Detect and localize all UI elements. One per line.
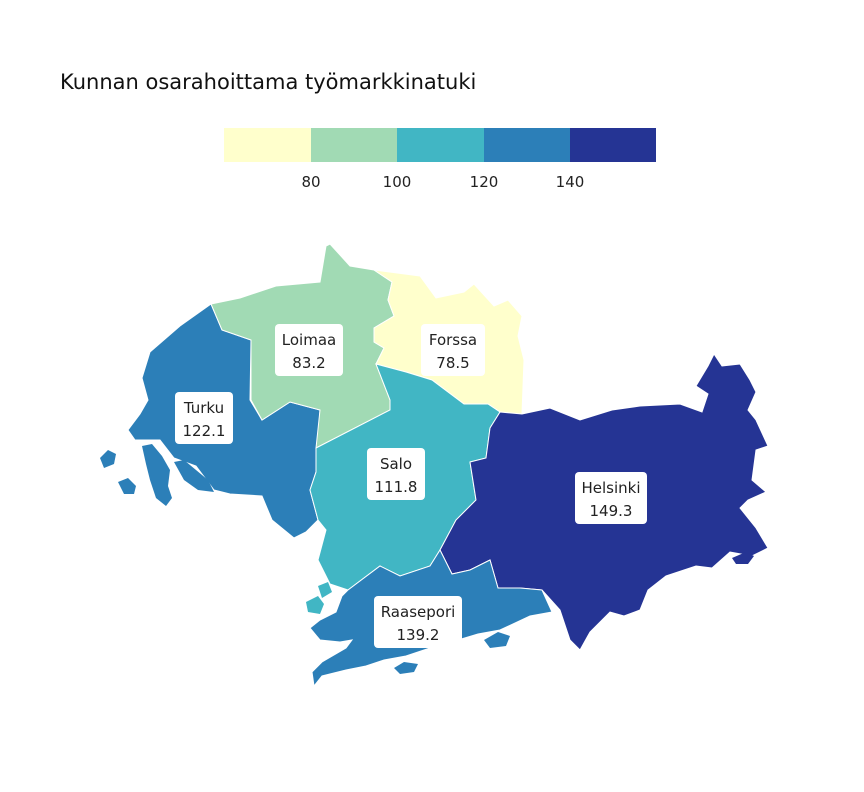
legend-swatch-5 (570, 128, 656, 162)
label-helsinki: Helsinki 149.3 (575, 472, 647, 524)
label-raasepori-box (374, 596, 462, 648)
label-salo-name: Salo (380, 455, 412, 473)
label-raasepori-value: 139.2 (397, 626, 440, 644)
label-turku-value: 122.1 (183, 422, 226, 440)
legend-swatch-2 (311, 128, 397, 162)
island-salo-2 (306, 596, 324, 614)
legend-tick-120: 120 (470, 173, 499, 191)
label-raasepori: Raasepori 139.2 (374, 596, 462, 648)
label-loimaa-box (275, 324, 343, 376)
label-forssa-box (421, 324, 485, 376)
label-turku: Turku 122.1 (175, 392, 233, 444)
label-helsinki-name: Helsinki (581, 479, 640, 497)
legend-tick-100: 100 (383, 173, 412, 191)
island-raasepori-1 (484, 632, 510, 648)
islands (100, 444, 754, 674)
color-legend: 80 100 120 140 (224, 128, 656, 191)
label-salo-value: 111.8 (375, 478, 418, 496)
label-forssa-value: 78.5 (436, 354, 469, 372)
legend-swatch-3 (397, 128, 484, 162)
label-raasepori-name: Raasepori (381, 603, 456, 621)
legend-swatch-4 (484, 128, 570, 162)
label-loimaa-name: Loimaa (282, 331, 336, 349)
label-turku-name: Turku (183, 399, 224, 417)
legend-tick-140: 140 (556, 173, 585, 191)
legend-swatch-1 (224, 128, 311, 162)
island-raasepori-2 (394, 662, 418, 674)
island-turku-4 (174, 460, 214, 492)
island-salo-1 (318, 582, 332, 598)
label-forssa-name: Forssa (429, 331, 477, 349)
region-labels: Turku 122.1 Loimaa 83.2 Forssa 78.5 Salo… (175, 324, 647, 648)
legend-tick-80: 80 (301, 173, 320, 191)
island-helsinki-1 (732, 552, 754, 564)
map-title: Kunnan osarahoittama työmarkkinatuki (60, 70, 477, 94)
island-turku-3 (142, 444, 172, 506)
label-helsinki-value: 149.3 (590, 502, 633, 520)
label-loimaa-value: 83.2 (292, 354, 325, 372)
label-salo: Salo 111.8 (367, 448, 425, 500)
label-salo-box (367, 448, 425, 500)
label-helsinki-box (575, 472, 647, 524)
island-turku-2 (118, 478, 136, 494)
island-turku-1 (100, 450, 116, 468)
label-forssa: Forssa 78.5 (421, 324, 485, 376)
label-turku-box (175, 392, 233, 444)
label-loimaa: Loimaa 83.2 (275, 324, 343, 376)
